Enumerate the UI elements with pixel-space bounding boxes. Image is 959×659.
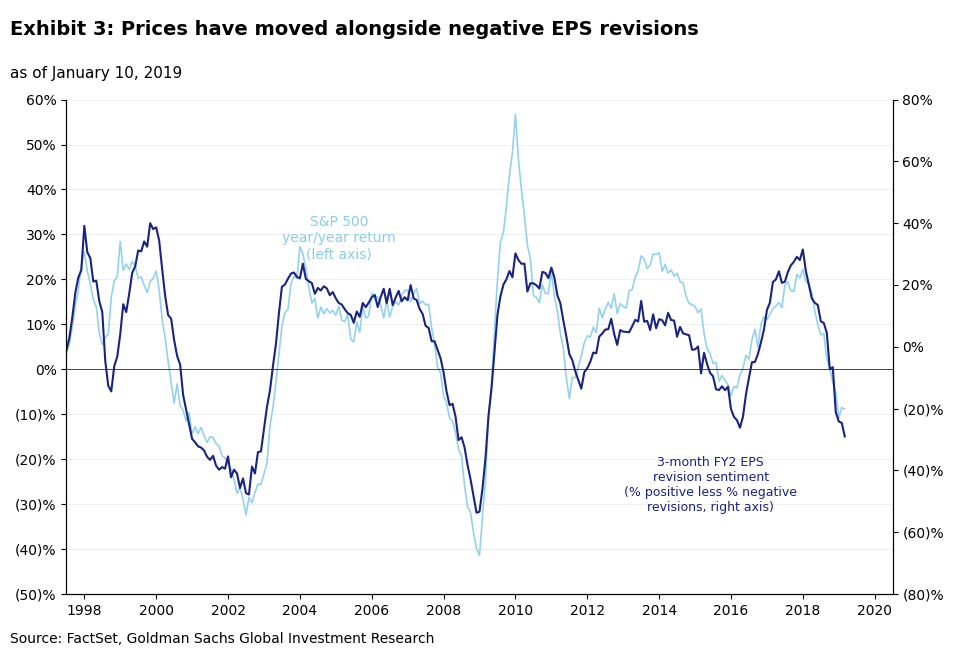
Text: as of January 10, 2019: as of January 10, 2019 [10, 66, 182, 81]
Text: Exhibit 3: Prices have moved alongside negative EPS revisions: Exhibit 3: Prices have moved alongside n… [10, 20, 698, 39]
Text: Source: FactSet, Goldman Sachs Global Investment Research: Source: FactSet, Goldman Sachs Global In… [10, 632, 434, 646]
Text: S&P 500
year/year return
(left axis): S&P 500 year/year return (left axis) [282, 215, 396, 261]
Text: 3-month FY2 EPS
revision sentiment
(% positive less % negative
revisions, right : 3-month FY2 EPS revision sentiment (% po… [624, 456, 797, 514]
